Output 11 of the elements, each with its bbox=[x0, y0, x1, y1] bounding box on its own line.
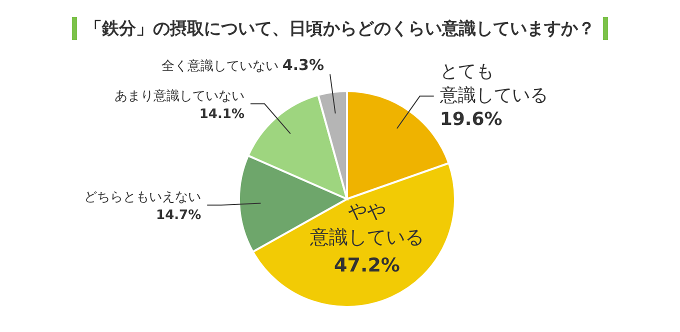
chart-title: 「鉄分」の摂取について、日頃からどのくらい意識していますか？ bbox=[72, 16, 608, 40]
slice-label: とても意識している bbox=[438, 61, 548, 106]
slice-label: どちらともいえない bbox=[84, 190, 202, 206]
slice-label: あまり意識していない bbox=[114, 88, 244, 104]
data-label: 47.2% bbox=[334, 254, 400, 276]
slice-label: 全く意識していない bbox=[161, 59, 282, 74]
data-label: 14.7% bbox=[156, 208, 202, 224]
slice-label: やや意識している bbox=[309, 200, 424, 248]
data-label: 19.6% bbox=[440, 109, 502, 130]
data-label: 4.3% bbox=[282, 56, 324, 74]
data-label: 14.1% bbox=[199, 106, 244, 122]
